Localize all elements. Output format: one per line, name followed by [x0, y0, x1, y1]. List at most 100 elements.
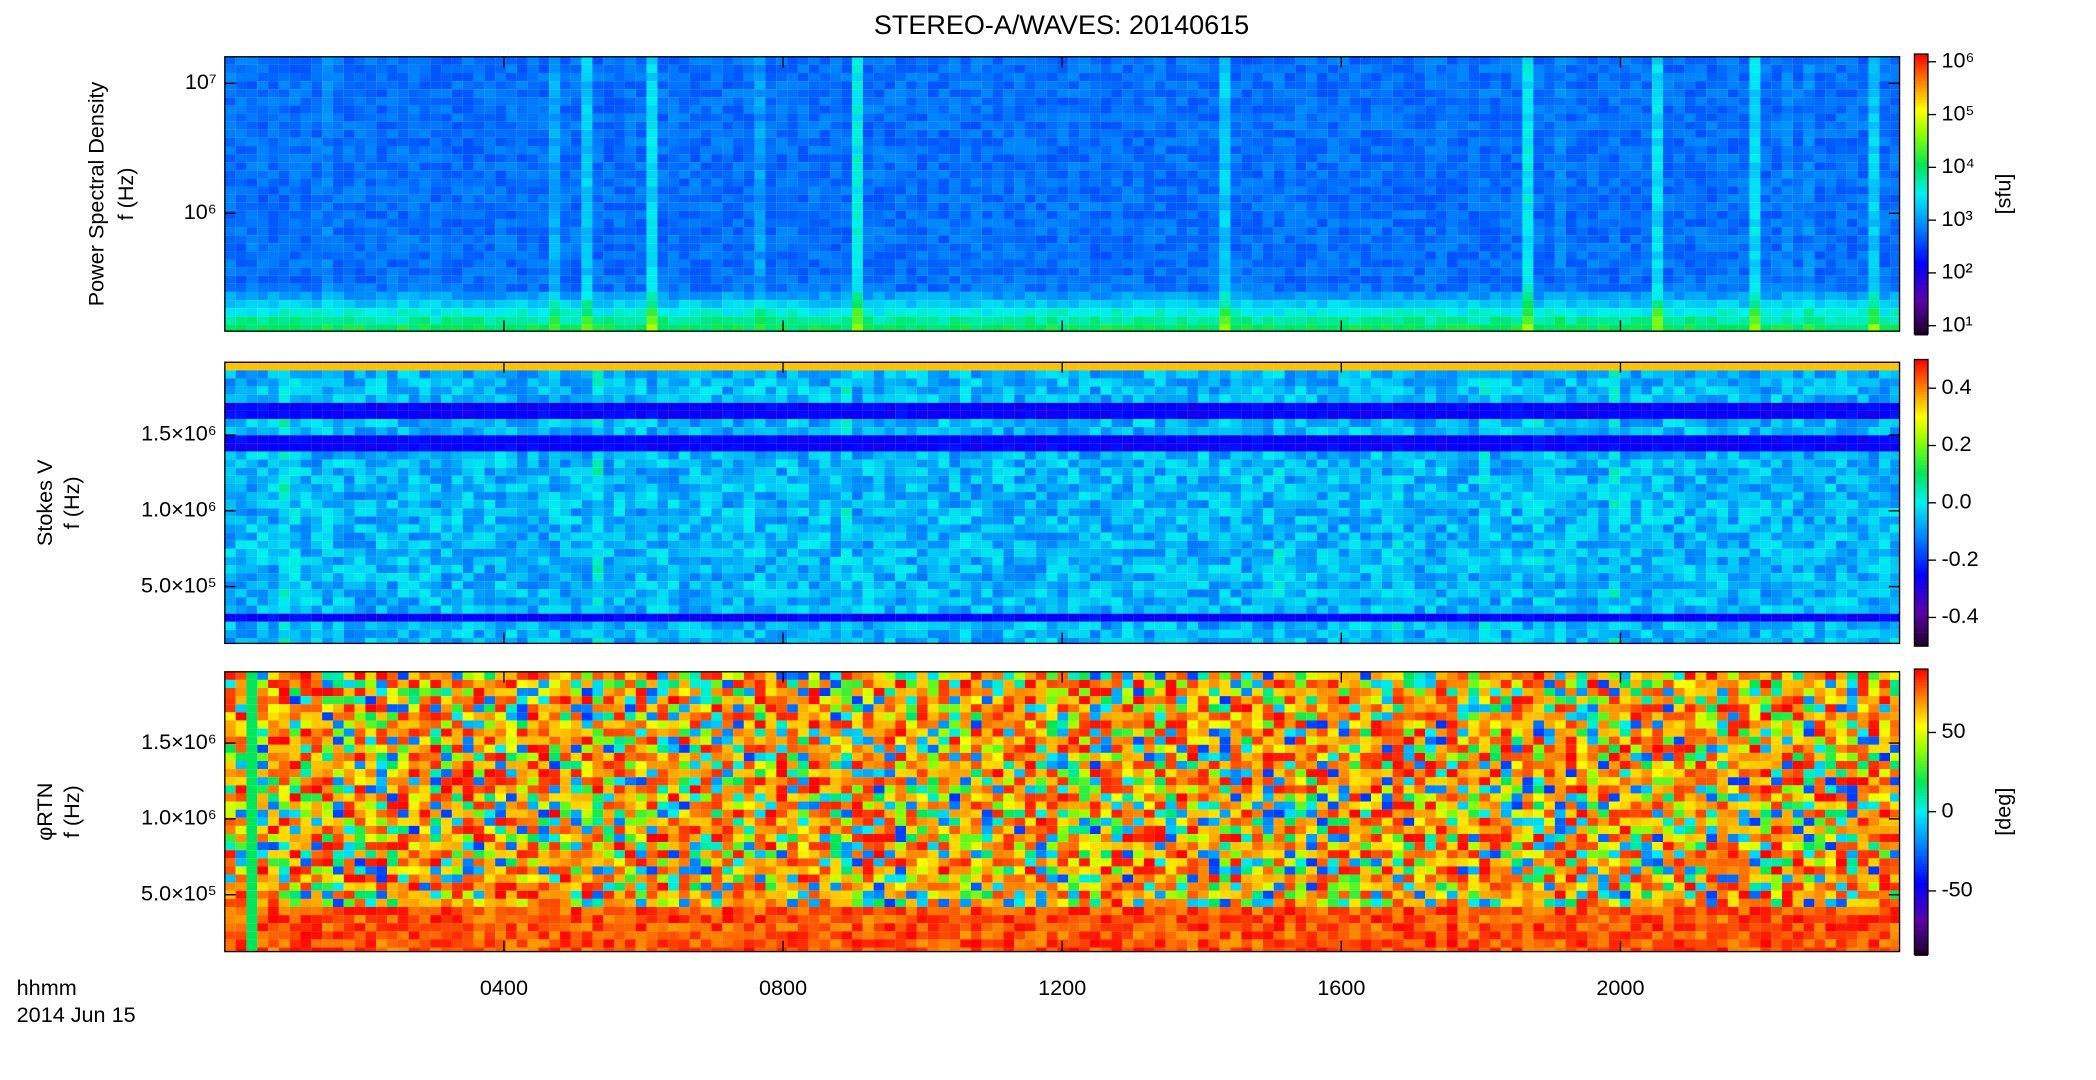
spectrogram-cell	[549, 210, 561, 219]
spectrogram-cell	[1738, 235, 1750, 244]
spectrogram-cell	[1198, 162, 1209, 171]
spectrogram-cell	[1619, 235, 1631, 244]
spectrogram-cell	[484, 275, 496, 284]
spectrogram-cell	[1565, 105, 1577, 114]
spectrogram-cell	[646, 89, 658, 98]
spectrogram-cell	[1392, 64, 1404, 73]
spectrogram-cell	[960, 105, 971, 114]
spectrogram-cell	[1479, 259, 1491, 268]
spectrogram-cell	[1089, 162, 1101, 171]
spectrogram-cell	[614, 113, 625, 122]
spectrogram-cell	[311, 202, 323, 211]
spectrogram-cell	[1068, 283, 1080, 292]
spectrogram-cell	[1187, 81, 1199, 90]
spectrogram-cell	[322, 210, 333, 219]
spectrogram-cell	[949, 300, 961, 309]
spectrogram-cell	[408, 170, 420, 179]
spectrogram-cell	[289, 170, 301, 179]
spectrogram-cell	[1803, 137, 1815, 146]
spectrogram-cell	[635, 291, 647, 301]
spectrogram-cell	[581, 64, 593, 73]
spectrogram-cell	[235, 308, 247, 317]
spectrogram-cell	[560, 121, 571, 130]
spectrogram-cell	[1544, 89, 1555, 98]
spectrogram-cell	[495, 113, 506, 122]
spectrogram-cell	[1143, 227, 1155, 236]
spectrogram-cell	[441, 129, 452, 138]
spectrogram-cell	[1468, 259, 1480, 268]
spectrogram-cell	[992, 64, 1004, 73]
spectrogram-cell	[387, 324, 398, 332]
spectrogram-cell	[1435, 267, 1447, 276]
spectrogram-cell	[1111, 218, 1123, 228]
spectrogram-cell	[722, 105, 734, 114]
spectrogram-cell	[1803, 267, 1815, 276]
spectrogram-cell	[1554, 275, 1566, 284]
spectrogram-cell	[1371, 218, 1382, 228]
spectrogram-cell	[322, 283, 333, 292]
spectrogram-cell	[581, 218, 593, 228]
spectrogram-cell	[397, 218, 409, 228]
spectrogram-cell	[1641, 162, 1653, 171]
spectrogram-cell	[1760, 267, 1772, 276]
spectrogram-cell	[1641, 275, 1653, 284]
spectrogram-cell	[776, 283, 788, 292]
spectrogram-cell	[646, 259, 658, 268]
spectrogram-cell	[1143, 154, 1155, 163]
spectrogram-cell	[592, 267, 604, 276]
spectrogram-cell	[797, 275, 809, 284]
spectrogram-cell	[322, 145, 333, 155]
spectrogram-cell	[981, 97, 993, 106]
spectrogram-cell	[1176, 283, 1188, 292]
spectrogram-cell	[1490, 129, 1501, 138]
spectrogram-cell	[430, 291, 442, 301]
spectrogram-cell	[527, 227, 539, 236]
spectrogram-cell	[1187, 64, 1199, 73]
spectrogram-cell	[1771, 178, 1782, 187]
spectrogram-cell	[1695, 113, 1707, 122]
spectrogram-cell	[1316, 64, 1328, 73]
spectrogram-cell	[657, 267, 669, 276]
spectrogram-cell	[224, 259, 236, 268]
spectrogram-cell	[1100, 227, 1112, 236]
spectrogram-cell	[1392, 170, 1404, 179]
spectrogram-cell	[495, 105, 506, 114]
spectrogram-cell	[462, 283, 474, 292]
spectrogram-cell	[992, 186, 1004, 195]
spectrogram-cell	[733, 105, 744, 114]
spectrogram-cell	[689, 259, 701, 268]
spectrogram-cell	[365, 316, 377, 325]
spectrogram-cell	[808, 186, 820, 195]
spectrogram-cell	[884, 145, 896, 155]
spectrogram-cell	[1371, 170, 1382, 179]
spectrogram-cell	[1706, 64, 1718, 73]
spectrogram-cell	[938, 259, 950, 268]
spectrogram-cell	[819, 283, 831, 292]
spectrogram-cell	[1587, 154, 1599, 163]
spectrogram-cell	[787, 121, 798, 130]
spectrogram-cell	[268, 121, 279, 130]
spectrogram-cell	[1349, 267, 1361, 276]
spectrogram-cell	[1014, 186, 1026, 195]
spectrogram-cell	[1490, 178, 1501, 187]
spectrogram-cell	[906, 105, 917, 114]
spectrogram-cell	[1273, 324, 1285, 332]
spectrogram-cell	[873, 105, 885, 114]
spectrogram-cell	[1749, 218, 1761, 228]
spectrogram-cell	[1490, 56, 1501, 65]
spectrogram-cell	[960, 72, 971, 82]
spectrogram-cell	[603, 243, 615, 252]
spectrogram-cell	[927, 105, 939, 114]
spectrogram-cell	[1565, 235, 1577, 244]
spectrogram-cell	[1608, 259, 1620, 268]
spectrogram-cell	[689, 56, 701, 65]
spectrogram-cell	[592, 129, 604, 138]
spectrogram-cell	[603, 154, 615, 163]
spectrogram-cell	[938, 218, 950, 228]
spectrogram-cell	[1608, 89, 1620, 98]
spectrogram-cell	[711, 235, 723, 244]
spectrogram-cell	[1198, 316, 1209, 325]
spectrogram-cell	[1187, 113, 1199, 122]
spectrogram-cell	[1306, 105, 1317, 114]
spectrogram-cell	[906, 64, 917, 73]
